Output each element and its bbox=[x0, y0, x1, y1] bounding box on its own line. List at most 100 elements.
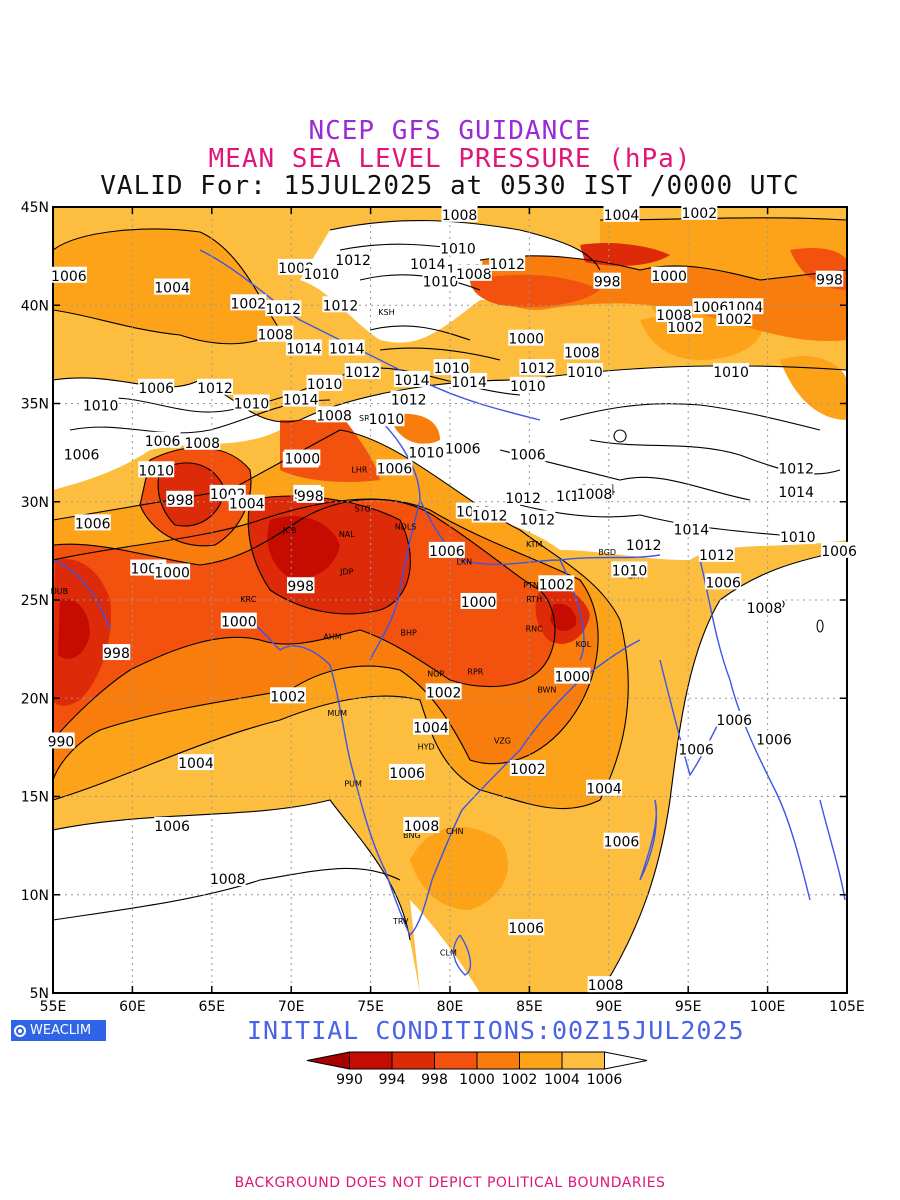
isobar-label-text: 1006 bbox=[445, 442, 481, 458]
city-label: DUB bbox=[51, 587, 69, 596]
isobar-label-text: 1000 bbox=[651, 269, 687, 285]
isobar-labels: 1006 1004 1006 1006 1002 1000 998 1010 1002 1004 9… bbox=[47, 203, 858, 994]
isobar-label: 1012 bbox=[698, 545, 735, 564]
colorbar-label: 1004 bbox=[544, 1072, 580, 1088]
isobar-label: 998 bbox=[815, 270, 844, 289]
isobar-label-text: 1002 bbox=[231, 296, 267, 312]
isobar-label: 1006 bbox=[678, 740, 715, 758]
isobar-label: 1008 bbox=[563, 343, 600, 361]
isobar-label-bg bbox=[563, 343, 600, 360]
isobar-label-text: 1008 bbox=[404, 819, 440, 835]
isobar-label-text: 1008 bbox=[456, 267, 492, 283]
isobar-label: 1012 bbox=[519, 359, 556, 377]
isobar-label-text: 1000 bbox=[508, 332, 544, 348]
isobar-label: 1008 bbox=[587, 976, 624, 994]
isobar-label: 1012 bbox=[505, 488, 542, 507]
isobar-label-text: 1012 bbox=[472, 509, 508, 525]
isobar-label: 1006 bbox=[444, 439, 481, 458]
isobar-label-bg bbox=[257, 325, 294, 342]
title-model: NCEP GFS GUIDANCE bbox=[308, 116, 592, 146]
isobar-label-text: 1006 bbox=[705, 575, 741, 591]
isobar-label-text: 998 bbox=[103, 646, 130, 662]
isobar-label: 1008 bbox=[209, 870, 246, 888]
isobar-label-text: 1006 bbox=[154, 819, 190, 835]
isobar-label-bg bbox=[220, 612, 257, 629]
isobar-label-bg bbox=[509, 376, 546, 393]
isobar-label: 1008 bbox=[316, 406, 353, 424]
isobar-label-bg bbox=[376, 459, 413, 476]
isobar-label-bg bbox=[390, 390, 427, 407]
isobar-label: 1006 bbox=[821, 541, 858, 560]
isobar-label-bg bbox=[47, 732, 75, 749]
isobar-label-bg bbox=[779, 528, 816, 545]
isobar-label: 1012 bbox=[489, 254, 526, 273]
colorbar-swatch bbox=[604, 1051, 648, 1070]
isobar-label: 1010 bbox=[233, 394, 270, 413]
isobar-label-text: 1010 bbox=[713, 365, 749, 381]
isobar-label: 1008 bbox=[184, 433, 221, 452]
colorbar-swatch bbox=[391, 1051, 435, 1070]
isobar-label-bg bbox=[144, 431, 181, 448]
isobar-label: 998 bbox=[166, 490, 194, 509]
isobar-label-bg bbox=[755, 730, 792, 747]
city-label: KTM bbox=[526, 540, 543, 549]
isobar-label-bg bbox=[409, 254, 446, 271]
isobar-label-text: 1006 bbox=[756, 733, 792, 749]
colorbar-label: 1006 bbox=[587, 1072, 623, 1088]
isobar-label: 1000 bbox=[554, 667, 591, 686]
initial-conditions: INITIAL CONDITIONS:00Z15JUL2025 bbox=[247, 1016, 745, 1045]
isobar-label-text: 1000 bbox=[554, 670, 590, 686]
isobar-label-text: 1010 bbox=[369, 412, 405, 428]
isobar-label-text: 1004 bbox=[154, 281, 190, 297]
colorbar-swatch bbox=[561, 1051, 605, 1070]
lon-tick-label: 55E bbox=[40, 999, 67, 1015]
isobar-label-bg bbox=[519, 359, 556, 376]
isobar-label-text: 1014 bbox=[329, 341, 365, 357]
isobar-label-bg bbox=[815, 270, 844, 287]
isobar-label-bg bbox=[821, 541, 858, 558]
isobar-label-text: 1008 bbox=[184, 436, 220, 452]
isobar-label-bg bbox=[611, 561, 648, 578]
isobar-label-text: 1012 bbox=[265, 302, 301, 318]
isobar-label: 1004 bbox=[603, 205, 640, 224]
city-label: BGD bbox=[598, 548, 616, 557]
isobar-label-text: 1012 bbox=[505, 491, 541, 507]
isobar-label-bg bbox=[705, 573, 742, 590]
isobar-label: 1000 bbox=[651, 266, 688, 285]
isobar-label-bg bbox=[713, 363, 750, 380]
isobar-label-text: 1012 bbox=[626, 538, 662, 554]
isobar-label: 1006 bbox=[74, 514, 111, 532]
isobar-label-bg bbox=[393, 370, 430, 387]
isobar-label-text: 998 bbox=[167, 493, 194, 509]
colorbar-label: 998 bbox=[421, 1072, 448, 1088]
lat-tick-label: 30N bbox=[21, 495, 49, 511]
isobar-label-text: 1014 bbox=[283, 393, 319, 409]
isobar-label-text: 1014 bbox=[451, 375, 487, 391]
isobar-label-bg bbox=[316, 406, 353, 423]
isobar-label-text: 1002 bbox=[539, 577, 575, 593]
isobar-label-bg bbox=[538, 575, 575, 592]
city-label: RPR bbox=[467, 668, 483, 677]
isobar-label: 1012 bbox=[390, 390, 427, 409]
city-label: JCB bbox=[282, 526, 296, 535]
lon-tick-label: 85E bbox=[516, 999, 543, 1015]
isobar-label: 1000 bbox=[508, 329, 545, 348]
isobar-label: 1002 bbox=[425, 683, 462, 701]
isobar-label: 1012 bbox=[196, 378, 233, 397]
lat-lon-grid bbox=[53, 207, 847, 993]
isobar-label-text: 1002 bbox=[426, 685, 462, 701]
isobar-label-text: 1006 bbox=[821, 544, 857, 560]
lat-tick-label: 45N bbox=[21, 200, 49, 216]
isobar-label-text: 1006 bbox=[510, 448, 546, 464]
isobar-label-bg bbox=[603, 832, 640, 849]
city-label: SRG bbox=[359, 414, 376, 423]
colorbar-swatch bbox=[519, 1051, 563, 1070]
isobar-label: 1002 bbox=[230, 294, 267, 312]
isobar-label-bg bbox=[593, 272, 621, 289]
city-labels: KSHHTNSRGLHRSTGNALJCBJDPNDLSLKNDUBKRCAHM… bbox=[51, 308, 646, 958]
lat-tick-label: 20N bbox=[21, 691, 49, 707]
isobar-label: 1008 bbox=[655, 306, 692, 324]
isobar-label: 1014 bbox=[285, 339, 322, 357]
isobar-label-bg bbox=[505, 488, 542, 505]
isobar-label-text: 1006 bbox=[389, 766, 425, 782]
